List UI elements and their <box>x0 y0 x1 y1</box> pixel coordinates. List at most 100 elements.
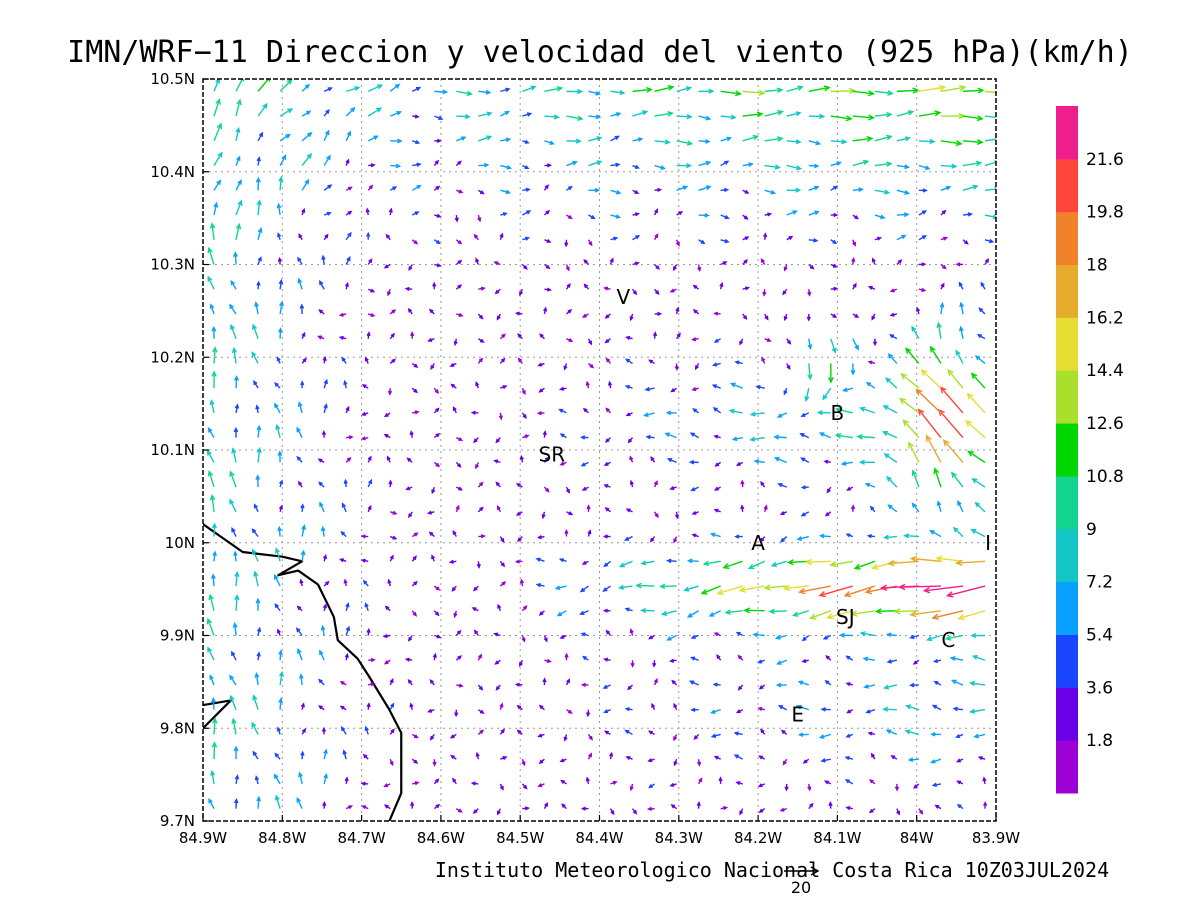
wind-vector-head <box>852 282 857 288</box>
wind-vector <box>407 678 413 686</box>
wind-vector-shaft <box>808 86 830 93</box>
wind-vector <box>610 214 622 219</box>
wind-vector-head <box>921 210 928 215</box>
wind-vector-head <box>585 380 590 386</box>
wind-vector-head <box>457 240 463 245</box>
wind-vector <box>433 185 441 191</box>
wind-vector-shaft <box>910 610 942 616</box>
wind-vector-head <box>457 808 463 813</box>
wind-vector <box>586 709 591 718</box>
wind-vector <box>852 282 857 290</box>
wind-vector <box>342 749 347 760</box>
wind-vector <box>852 187 864 192</box>
wind-vector <box>516 729 523 735</box>
wind-vector-head <box>582 655 587 661</box>
wind-vector-head <box>486 111 493 117</box>
wind-vector-head <box>798 587 806 595</box>
wind-vector <box>367 312 376 317</box>
wind-vector-head <box>387 291 392 297</box>
wind-vector <box>478 111 493 117</box>
wind-vector <box>713 311 721 316</box>
wind-vector-shaft <box>704 560 721 565</box>
wind-vector <box>300 750 305 760</box>
wind-vector-head <box>854 313 860 318</box>
wind-vector <box>874 134 893 142</box>
wind-vector <box>390 138 403 144</box>
wind-vector <box>429 734 435 741</box>
wind-vector <box>538 387 545 393</box>
wind-vector-head <box>544 184 549 189</box>
wind-vector-head <box>647 758 653 763</box>
wind-vector-head <box>580 682 586 688</box>
wind-vector <box>428 308 435 315</box>
wind-vector-head <box>588 241 593 247</box>
wind-vector <box>323 211 332 216</box>
wind-vector <box>852 90 876 97</box>
wind-vector <box>300 380 305 389</box>
wind-vector-head <box>255 404 260 410</box>
wind-vector <box>300 702 305 710</box>
wind-vector-head <box>494 660 500 665</box>
wind-vector <box>930 731 941 737</box>
wind-vector-head <box>845 682 851 687</box>
wind-vector-head <box>413 363 419 368</box>
wind-vector-shaft <box>874 113 892 117</box>
wind-vector <box>411 532 419 538</box>
wind-vector-head <box>776 87 784 94</box>
wind-vector-shaft <box>965 420 986 439</box>
wind-vector <box>670 387 677 393</box>
wind-vector-head <box>1001 91 1006 96</box>
wind-vector <box>276 726 281 735</box>
wind-vector-head <box>774 635 781 640</box>
wind-vector-head <box>749 436 756 442</box>
wind-vector <box>344 776 349 784</box>
wind-vector-shaft <box>717 585 743 595</box>
wind-vector-head <box>826 488 831 494</box>
wind-vector-shaft <box>786 86 803 93</box>
wind-vector <box>587 752 593 760</box>
wind-vector-head <box>977 87 985 94</box>
wind-vector-head <box>920 369 928 376</box>
wind-vector-head <box>826 613 834 620</box>
wind-vector-head <box>319 649 324 655</box>
wind-vector-shaft <box>566 115 583 120</box>
wind-vector <box>407 307 413 315</box>
wind-vector <box>411 555 417 562</box>
wind-vector <box>323 233 329 241</box>
wind-vector-head <box>350 106 356 113</box>
wind-vector-head <box>341 356 346 362</box>
wind-vector-shaft <box>301 153 312 166</box>
wind-vector <box>846 486 854 491</box>
wind-vector <box>784 783 789 792</box>
wind-vector <box>451 585 457 592</box>
wind-vector <box>797 732 809 738</box>
x-tick-label: 84.2W <box>734 829 782 847</box>
wind-vector-head <box>209 674 214 680</box>
wind-vector-shaft <box>904 534 919 538</box>
wind-vector-head <box>370 312 376 317</box>
wind-vector <box>984 159 996 167</box>
wind-vector <box>452 529 457 537</box>
wind-vector <box>966 392 986 414</box>
wind-vector <box>676 211 684 216</box>
wind-vector-head <box>361 384 367 389</box>
wind-vector <box>686 558 699 564</box>
wind-vector <box>690 634 699 639</box>
reference-vector-head <box>810 866 820 876</box>
wind-vector-head <box>208 593 214 601</box>
wind-vector-shaft <box>946 634 964 640</box>
wind-vector-head <box>845 533 851 538</box>
wind-vector-shaft <box>962 89 983 93</box>
wind-vector-head <box>321 726 327 732</box>
wind-vector-shaft <box>774 436 787 439</box>
reference-vector-label: 20 <box>791 878 811 897</box>
wind-vector <box>635 582 655 589</box>
wind-vector <box>808 263 815 270</box>
wind-vector-head <box>893 608 901 615</box>
wind-vector-head <box>486 135 493 141</box>
wind-vector-head <box>233 426 239 433</box>
wind-vector <box>737 654 744 661</box>
wind-vector-head <box>708 88 715 94</box>
place-label-i: I <box>985 531 991 555</box>
